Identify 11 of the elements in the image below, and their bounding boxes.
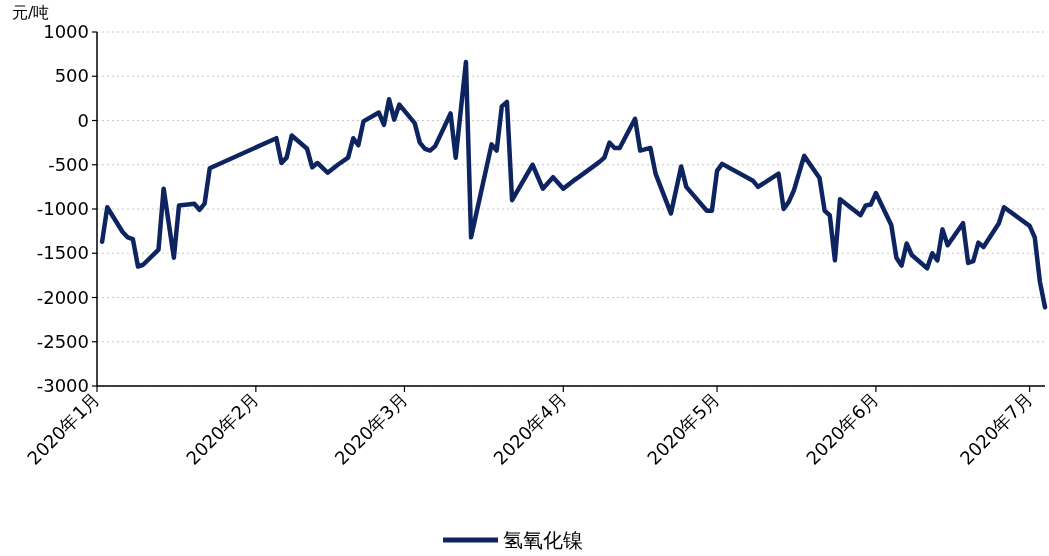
y-tick-label: 0 — [77, 109, 89, 131]
y-tick-label: -2000 — [36, 286, 89, 308]
y-tick-label: 1000 — [43, 21, 89, 42]
y-axis-title: 元/吨 — [12, 3, 50, 22]
y-tick-label: 500 — [54, 65, 89, 87]
line-series — [99, 59, 1048, 310]
y-tick-label: -500 — [48, 153, 89, 175]
legend-label: 氢氧化镍 — [503, 528, 583, 552]
y-tick-label: -2500 — [36, 330, 89, 352]
y-tick-label: -1000 — [36, 198, 89, 219]
y-tick-label: -1500 — [36, 242, 89, 264]
